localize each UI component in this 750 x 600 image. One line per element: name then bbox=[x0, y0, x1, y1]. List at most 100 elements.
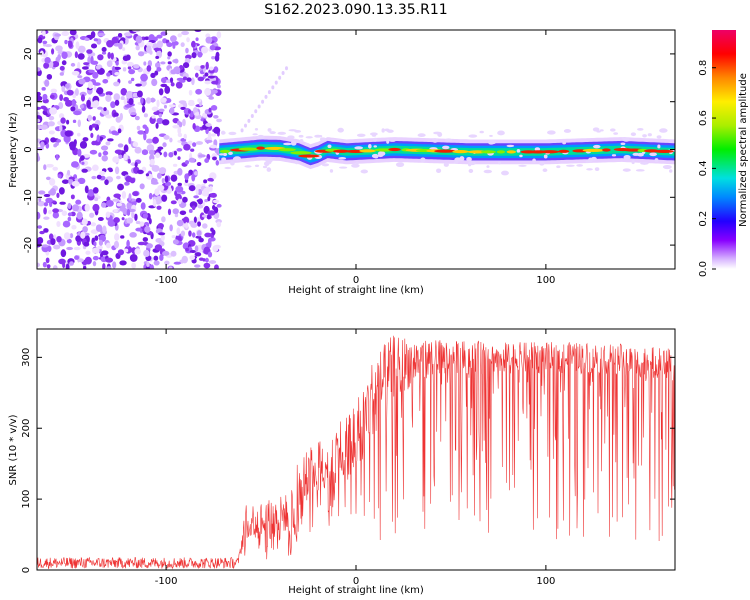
noise-blob bbox=[209, 144, 218, 149]
noise-blob bbox=[201, 46, 209, 54]
noise-blob bbox=[60, 129, 67, 138]
noise-blob bbox=[92, 164, 99, 172]
noise-blob bbox=[101, 51, 107, 55]
noise-blob bbox=[157, 146, 164, 150]
noise-blob bbox=[59, 94, 64, 101]
noise-blob bbox=[191, 52, 197, 59]
ridge-scatter bbox=[230, 160, 235, 166]
noise-blob bbox=[37, 91, 41, 97]
noise-blob bbox=[167, 61, 172, 65]
noise-blob bbox=[183, 133, 187, 140]
ridge-core bbox=[540, 150, 560, 154]
noise-blob bbox=[48, 209, 52, 215]
noise-blob bbox=[76, 132, 81, 137]
noise-blob bbox=[156, 172, 162, 179]
noise-blob bbox=[69, 233, 74, 239]
noise-blob bbox=[191, 205, 196, 211]
noise-blob bbox=[178, 121, 183, 128]
noise-blob bbox=[114, 99, 120, 106]
ridge-scatter bbox=[305, 136, 313, 139]
noise-blob bbox=[126, 208, 131, 216]
noise-blob bbox=[176, 148, 183, 152]
ridge-scatter bbox=[620, 142, 626, 146]
noise-blob bbox=[98, 247, 102, 254]
ridge-core bbox=[278, 148, 296, 152]
noise-blob bbox=[124, 104, 132, 108]
noise-blob bbox=[193, 195, 200, 199]
noise-blob bbox=[84, 185, 89, 194]
ridge-scatter bbox=[224, 166, 232, 170]
noise-blob bbox=[135, 227, 143, 232]
noise-blob bbox=[50, 238, 56, 246]
ridge-scatter bbox=[370, 132, 378, 136]
ridge-scatter bbox=[518, 164, 527, 167]
noise-blob bbox=[149, 158, 155, 166]
noise-blob bbox=[136, 90, 143, 98]
noise-blob bbox=[193, 171, 198, 176]
noise-blob bbox=[106, 200, 114, 207]
noise-blob bbox=[81, 161, 85, 165]
noise-blob bbox=[180, 42, 185, 48]
noise-blob bbox=[61, 179, 69, 184]
noise-blob bbox=[37, 225, 43, 229]
noise-blob bbox=[132, 141, 139, 147]
faint-streak bbox=[281, 71, 285, 76]
noise-blob bbox=[188, 157, 196, 163]
noise-blob bbox=[198, 237, 204, 243]
noise-blob bbox=[167, 56, 171, 60]
noise-blob bbox=[58, 113, 65, 119]
noise-blob bbox=[195, 141, 203, 145]
noise-blob bbox=[63, 134, 71, 143]
noise-blob bbox=[132, 30, 141, 33]
noise-blob bbox=[173, 67, 177, 75]
noise-blob bbox=[128, 80, 132, 84]
noise-blob bbox=[49, 188, 56, 196]
noise-blob bbox=[189, 201, 198, 209]
noise-blob bbox=[37, 236, 44, 244]
noise-blob bbox=[126, 217, 134, 224]
noise-blob bbox=[135, 45, 140, 51]
noise-blob bbox=[90, 60, 99, 65]
noise-blob bbox=[149, 97, 156, 103]
top-y-axis: -20 -10 0 10 20 bbox=[23, 48, 675, 253]
top-y-tick-label: -10 bbox=[23, 189, 34, 205]
ridge-scatter bbox=[659, 128, 668, 133]
noise-blob bbox=[54, 33, 61, 37]
noise-blob bbox=[159, 254, 164, 262]
ridge-scatter bbox=[319, 137, 327, 141]
ridge-scatter bbox=[586, 168, 593, 171]
noise-blob bbox=[216, 84, 221, 89]
colorbar: 0.0 0.2 0.4 0.6 0.8 Normalized spectral ampl… bbox=[698, 30, 749, 277]
noise-blob bbox=[84, 256, 92, 265]
ridge-scatter bbox=[222, 152, 228, 157]
bottom-x-tick-label: -100 bbox=[155, 576, 178, 587]
noise-blob bbox=[79, 140, 88, 149]
noise-blob bbox=[145, 173, 150, 177]
ridge-scatter bbox=[355, 161, 359, 165]
noise-blob bbox=[37, 67, 41, 72]
noise-blob bbox=[197, 76, 205, 82]
noise-blob bbox=[117, 128, 122, 134]
noise-blob bbox=[156, 205, 162, 210]
ridge-scatter bbox=[244, 165, 252, 168]
noise-blob bbox=[100, 145, 109, 151]
ridge-scatter bbox=[588, 157, 593, 163]
bottom-y-tick-label: 300 bbox=[21, 348, 32, 367]
noise-blob bbox=[178, 100, 187, 104]
noise-blob bbox=[105, 257, 114, 263]
noise-blob bbox=[193, 216, 197, 224]
noise-blob bbox=[114, 149, 123, 154]
ridge-scatter bbox=[609, 128, 616, 132]
ridge-scatter bbox=[611, 154, 617, 157]
ridge-scatter bbox=[254, 164, 260, 167]
ridge-scatter bbox=[269, 131, 276, 135]
noise-blob bbox=[64, 130, 73, 137]
noise-blob bbox=[126, 61, 134, 67]
noise-blob bbox=[210, 227, 214, 232]
noise-blob bbox=[145, 45, 152, 54]
faint-streak bbox=[240, 128, 244, 133]
top-y-axis-label: Frequency (Hz) bbox=[8, 112, 19, 188]
ridge-scatter bbox=[599, 129, 604, 132]
noise-blob bbox=[160, 61, 166, 65]
noise-blob bbox=[216, 31, 222, 39]
